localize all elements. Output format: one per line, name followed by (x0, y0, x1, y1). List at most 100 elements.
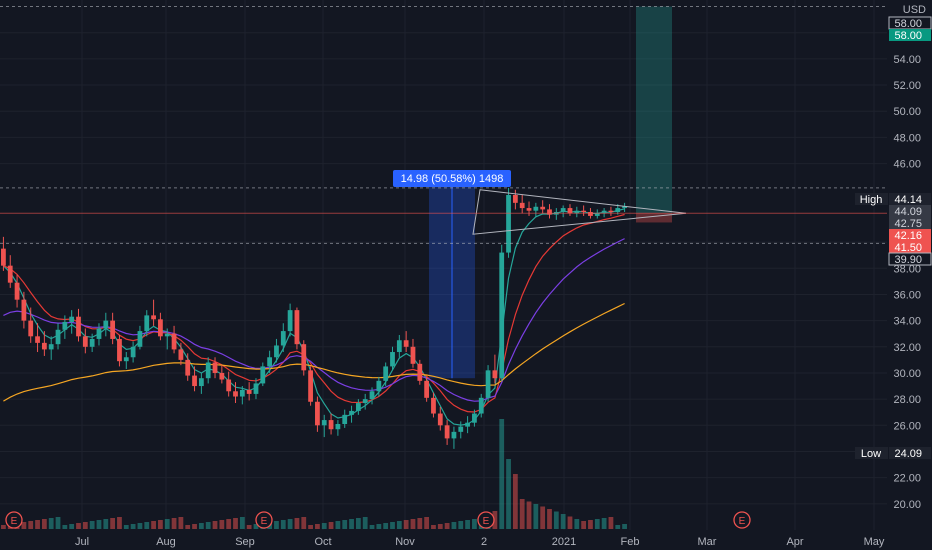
candle-body (103, 320, 109, 329)
candle-body (212, 362, 218, 373)
volume-bar (274, 521, 279, 529)
y-tick-label: 34.00 (893, 316, 921, 328)
volume-bar (226, 519, 232, 529)
price-badge-value: 44.14 (894, 194, 922, 206)
volume-bar (41, 519, 47, 529)
candle-body (1, 248, 6, 266)
volume-bar (533, 504, 539, 529)
candle-body (233, 391, 238, 397)
candle-body (342, 414, 348, 424)
candle-body (253, 383, 259, 394)
volume-bar (280, 520, 286, 529)
volume-bar (547, 509, 552, 529)
volume-bar (21, 522, 27, 529)
candle-body (315, 401, 320, 426)
candle-body (390, 352, 395, 367)
earnings-marker (477, 511, 495, 529)
candle-body (567, 208, 573, 214)
candle-body (205, 362, 211, 379)
candle-body (192, 375, 197, 387)
volume-bar (403, 520, 409, 529)
y-tick-label: 32.00 (893, 342, 921, 354)
volume-bar (594, 519, 600, 529)
candle-body (581, 210, 587, 212)
candle-body (478, 397, 484, 414)
price-badge-value: 58.00 (894, 30, 922, 42)
candle-body (396, 340, 402, 353)
candle-body (499, 252, 505, 379)
volume-bar (581, 521, 587, 529)
price-badge-value: 42.75 (894, 218, 922, 230)
candle-body (137, 331, 143, 347)
volume-bar (219, 520, 225, 529)
candle-body (444, 425, 450, 439)
volume-bar (233, 518, 238, 529)
price-badge-label-bg (855, 193, 888, 205)
volume-bar (328, 522, 334, 529)
candle-body (383, 366, 389, 381)
measure-label-text: 14.98 (50.58%) 1498 (401, 173, 504, 185)
x-tick-label: Mar (698, 536, 717, 548)
volume-bar (560, 514, 566, 529)
moving-averages (2, 208, 625, 426)
y-tick-label: 46.00 (893, 159, 921, 171)
volume-bar (76, 523, 81, 529)
triangle-pattern[interactable] (472, 189, 687, 235)
drawing-tools[interactable] (429, 6, 672, 379)
candle-body (485, 370, 491, 398)
volume-bar (396, 521, 402, 529)
earnings-label: E (483, 516, 490, 527)
volume-bar (82, 522, 88, 529)
candle-body (335, 424, 341, 430)
volume-bar (622, 524, 627, 529)
volume-bar (28, 521, 34, 529)
candle-body (465, 422, 470, 427)
x-tick-label: 2 (481, 536, 487, 548)
price-badge (889, 205, 931, 217)
candle-body (376, 380, 382, 392)
candle-body (328, 420, 334, 430)
candle-body (403, 340, 409, 347)
x-tick-label: May (864, 536, 885, 548)
candle-body (89, 338, 95, 347)
candle-body (62, 321, 68, 330)
earnings-label: E (11, 516, 18, 527)
candlesticks[interactable] (1, 187, 627, 449)
candle-body (519, 202, 525, 209)
candle-body (362, 399, 368, 404)
earnings-label: E (261, 516, 268, 527)
y-tick-label: 52.00 (893, 80, 921, 92)
target-zone (636, 6, 672, 214)
volume-bar (48, 518, 54, 529)
candle-body (615, 208, 621, 212)
price-badge-value: 44.09 (894, 206, 922, 218)
price-badge (889, 447, 931, 459)
price-badges: 58.0058.0044.14High44.0942.7542.1641.503… (855, 16, 932, 460)
earnings-marker (255, 511, 273, 529)
candle-body (349, 410, 354, 415)
candle-body (7, 265, 13, 283)
grid (0, 0, 887, 530)
volume-bar (69, 524, 75, 529)
candle-body (506, 194, 511, 253)
volume-bar (519, 499, 525, 529)
volume-bar (151, 521, 156, 529)
volume-bar (192, 524, 197, 529)
volume-bar (417, 518, 423, 529)
candle-body (274, 345, 279, 358)
volume-bar (1, 525, 6, 529)
candle-body (226, 379, 232, 392)
candle-body (55, 329, 61, 345)
volume-bar (355, 518, 361, 529)
price-badge-label: High (860, 194, 883, 206)
candle-body (574, 210, 580, 214)
y-tick-label: 38.00 (893, 263, 921, 275)
volume-bar (458, 521, 464, 529)
candle-body (512, 194, 518, 203)
price-badge-value: 42.16 (894, 230, 922, 242)
candle-body (601, 210, 607, 214)
price-badge (889, 217, 931, 229)
